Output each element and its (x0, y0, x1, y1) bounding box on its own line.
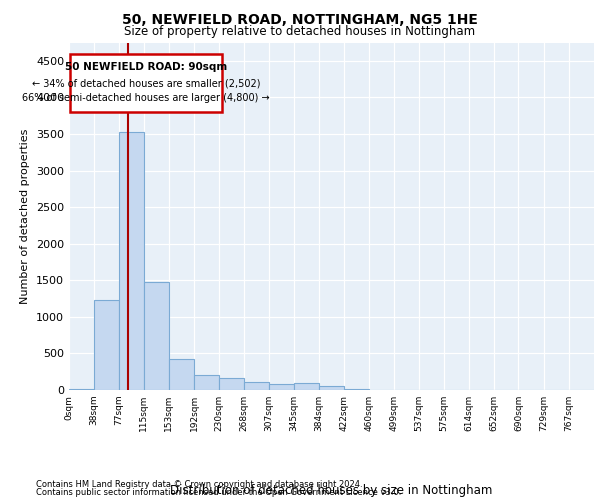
Text: 50, NEWFIELD ROAD, NOTTINGHAM, NG5 1HE: 50, NEWFIELD ROAD, NOTTINGHAM, NG5 1HE (122, 12, 478, 26)
Text: Contains public sector information licensed under the Open Government Licence v3: Contains public sector information licen… (36, 488, 401, 497)
Bar (219, 378, 244, 390)
Text: Contains HM Land Registry data © Crown copyright and database right 2024.: Contains HM Land Registry data © Crown c… (36, 480, 362, 489)
Y-axis label: Number of detached properties: Number of detached properties (20, 128, 31, 304)
FancyBboxPatch shape (70, 54, 222, 112)
Bar (194, 376, 219, 390)
Bar (269, 384, 294, 390)
Bar (94, 300, 119, 390)
Bar (319, 386, 344, 390)
Bar (294, 383, 319, 390)
Text: Size of property relative to detached houses in Nottingham: Size of property relative to detached ho… (124, 25, 476, 38)
Text: 66% of semi-detached houses are larger (4,800) →: 66% of semi-detached houses are larger (… (22, 93, 270, 103)
Text: ← 34% of detached houses are smaller (2,502): ← 34% of detached houses are smaller (2,… (32, 78, 260, 88)
Bar (69, 388, 94, 390)
Bar (119, 132, 144, 390)
Bar (169, 358, 194, 390)
Text: 50 NEWFIELD ROAD: 90sqm: 50 NEWFIELD ROAD: 90sqm (65, 62, 227, 72)
Bar (344, 389, 368, 390)
X-axis label: Distribution of detached houses by size in Nottingham: Distribution of detached houses by size … (170, 484, 493, 497)
Bar (244, 382, 269, 390)
Bar (144, 282, 169, 390)
